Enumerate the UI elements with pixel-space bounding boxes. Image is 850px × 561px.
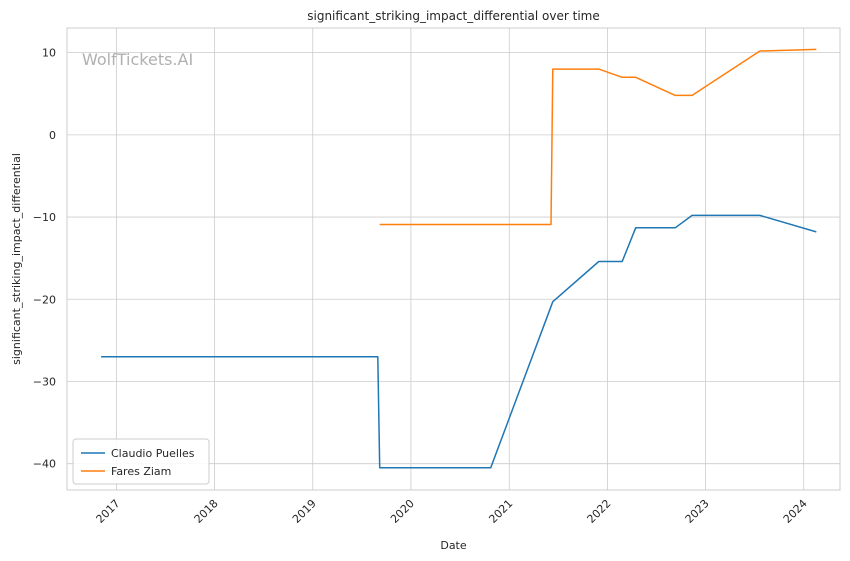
- y-tick-label: −10: [33, 211, 56, 224]
- legend-frame: [72, 438, 210, 485]
- y-tick-label: −20: [33, 293, 56, 306]
- legend: Claudio Puelles Fares Ziam: [72, 438, 210, 485]
- chart-title: significant_striking_impact_differential…: [307, 9, 599, 23]
- series-line-claudio-puelles: [101, 214, 817, 469]
- grid: [67, 28, 840, 490]
- y-axis-ticks: 10 0 −10 −20 −30 −40: [33, 47, 56, 471]
- x-tick-label: 2022: [585, 497, 614, 526]
- plot-area-frame: [66, 27, 841, 491]
- x-tick-label: 2017: [94, 497, 123, 526]
- x-tick-label: 2024: [781, 497, 810, 526]
- x-tick-label: 2023: [683, 497, 712, 526]
- x-tick-label: 2021: [486, 497, 515, 526]
- y-tick-label: 10: [42, 47, 56, 60]
- series-line-fares-ziam: [379, 48, 817, 226]
- y-tick-label: −30: [33, 375, 56, 388]
- x-axis-label: Date: [440, 539, 467, 552]
- legend-label-claudio-puelles: Claudio Puelles: [111, 447, 195, 460]
- legend-label-fares-ziam: Fares Ziam: [111, 465, 171, 478]
- series-layer: [101, 48, 817, 469]
- y-axis-label: significant_striking_impact_differential: [10, 153, 23, 365]
- x-axis-ticks: 2017 2018 2019 2020 2021 2022 2023 2024: [94, 497, 810, 526]
- watermark: WolfTickets.AI: [82, 50, 193, 69]
- x-tick-label: 2019: [290, 497, 319, 526]
- y-tick-label: 0: [49, 129, 56, 142]
- y-tick-label: −40: [33, 458, 56, 471]
- x-tick-label: 2018: [192, 497, 221, 526]
- x-tick-label: 2020: [388, 497, 417, 526]
